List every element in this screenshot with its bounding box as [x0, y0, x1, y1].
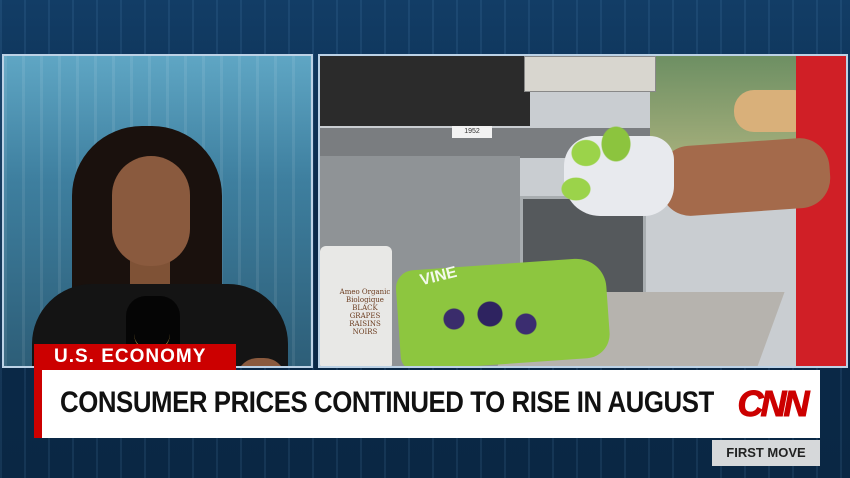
presenter-face — [112, 156, 190, 266]
shelf-label: 1952 — [452, 126, 492, 138]
grape-container — [320, 246, 392, 366]
green-grapes — [556, 126, 656, 216]
presenter-hand — [236, 358, 286, 366]
cashier-shirt — [796, 56, 846, 366]
cashier-arm — [657, 136, 833, 218]
cnn-logo: CNN — [737, 383, 810, 424]
black-grapes — [430, 294, 550, 344]
register-keypad — [524, 56, 656, 92]
topic-tag: U.S. ECONOMY — [34, 344, 236, 370]
checkout-video-panel: 1952 Ameo Organic Biologique BLACK GRAPE… — [318, 54, 848, 368]
headline-bar: CONSUMER PRICES CONTINUED TO RISE IN AUG… — [34, 370, 820, 438]
presenter-video-panel — [2, 54, 313, 368]
grape-container-label: Ameo Organic Biologique BLACK GRAPES RAI… — [339, 288, 391, 336]
headline: CONSUMER PRICES CONTINUED TO RISE IN AUG… — [60, 386, 714, 419]
cash-register — [320, 56, 530, 126]
show-name-tag: FIRST MOVE — [712, 440, 820, 466]
